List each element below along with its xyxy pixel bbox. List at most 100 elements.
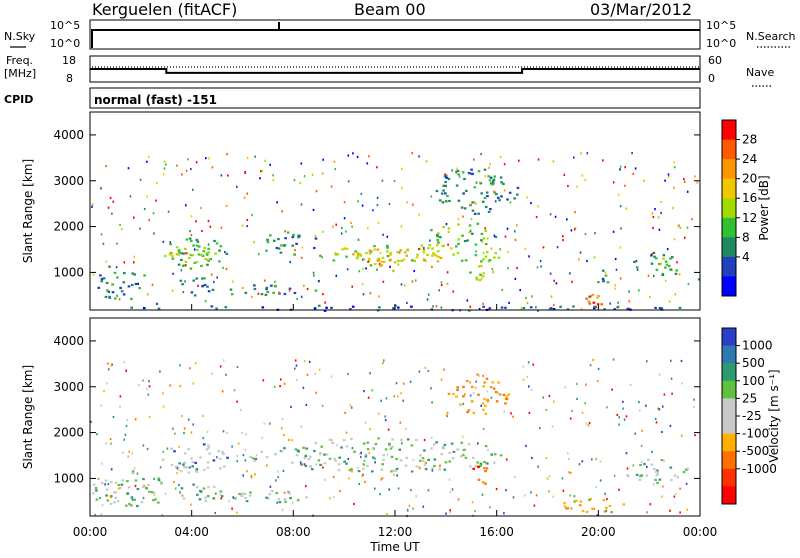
range-cell [464,259,468,262]
range-cell [186,252,189,255]
range-cell [432,252,435,255]
range-cell [287,491,290,494]
range-cell [399,249,403,252]
range-cell [408,504,411,507]
range-cell [174,465,178,468]
range-cell [479,182,483,185]
range-cell [597,367,600,371]
range-cell [455,170,457,173]
range-cell [202,250,206,253]
range-cell [112,200,115,203]
range-cell [308,360,311,364]
range-cell [661,273,665,276]
range-cell [473,186,477,189]
range-cell [280,450,284,453]
range-cell [634,432,637,435]
range-cell [625,452,628,455]
range-cell [279,385,281,388]
range-cell [184,247,187,251]
range-cell [638,409,641,412]
range-cell [436,238,439,242]
range-cell [482,200,485,203]
range-cell [497,256,501,259]
range-cell [477,393,480,396]
range-cell [527,361,530,364]
range-cell [382,362,384,365]
range-cell [483,461,486,464]
range-cell [501,288,504,291]
range-cell [635,473,639,476]
range-cell [493,175,496,178]
range-cell [471,172,474,176]
range-cell [675,492,677,496]
range-cell [568,471,571,474]
range-cell [516,193,519,196]
range-cell [393,395,396,398]
range-cell [531,456,533,460]
range-cell [382,260,386,263]
range-cell [519,289,521,292]
range-cell [200,253,204,257]
range-cell [457,242,460,245]
nsky-series-line [91,29,700,48]
range-cell [571,280,573,283]
range-cell [343,217,346,220]
range-cell [94,487,98,490]
range-cell [601,269,605,272]
range-cell [593,305,596,308]
range-cell [693,405,695,408]
range-cell [283,382,286,385]
range-cell [578,463,581,466]
range-cell [650,253,653,256]
range-cell [620,227,622,230]
range-cell [392,269,395,272]
range-cell [181,415,183,418]
range-cell [612,358,615,361]
range-cell [117,483,121,487]
range-cell [288,492,291,495]
range-cell [348,477,350,480]
range-cell [236,460,239,463]
range-cell [661,495,663,498]
range-cell [267,497,270,500]
range-cell [299,461,302,464]
range-cell [303,457,307,460]
range-cell [218,457,222,460]
range-cell [488,259,492,262]
range-cell [244,171,246,174]
range-cell [442,226,445,229]
range-cell [480,260,483,263]
range-cell [639,475,642,478]
x-tick-label: 00:00 [683,525,718,539]
range-cell [182,291,185,294]
range-cell [605,506,608,509]
range-cell [254,457,258,461]
range-cell [340,232,343,235]
range-cell [654,417,657,420]
range-cell [489,182,493,185]
range-cell [303,175,306,178]
nave-tick-bottom: 0 [708,72,715,85]
range-cell [202,437,205,440]
range-cell [610,511,613,514]
range-cell [528,255,530,258]
range-cell [296,449,300,452]
range-cell [484,175,487,178]
range-cell [148,490,151,493]
beam-label: Beam 00 [354,0,426,19]
range-cell [312,208,315,211]
range-cell [528,411,531,414]
range-cell [302,386,305,389]
range-cell [332,225,334,228]
range-cell [303,284,305,287]
range-cell [652,483,655,486]
range-cell [431,254,434,257]
range-cell [295,364,298,367]
range-cell [139,227,141,230]
velocity-data-layer [90,358,696,518]
range-cell [672,207,674,210]
range-cell [362,267,365,270]
range-cell [367,396,370,399]
range-cell [351,305,355,308]
range-cell [495,193,498,196]
